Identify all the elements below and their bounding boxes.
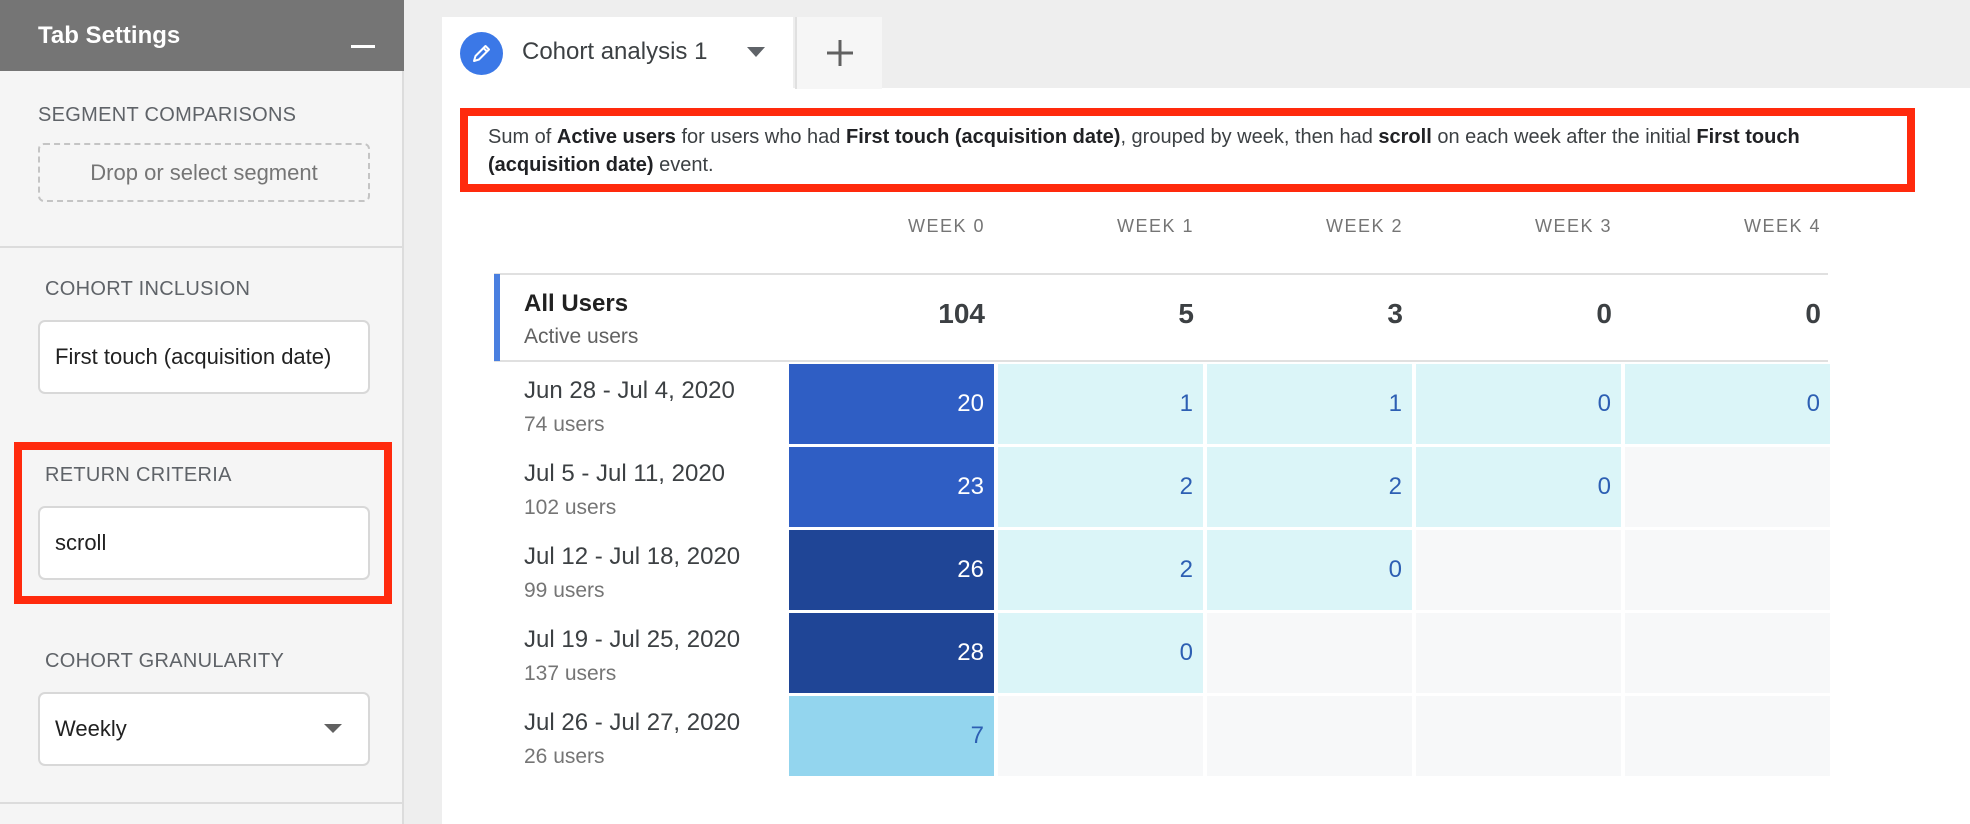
cohort-cell-empty: [1207, 696, 1412, 776]
cohort-cell[interactable]: 23: [789, 447, 994, 527]
cohort-inclusion-field[interactable]: First touch (acquisition date): [38, 320, 370, 394]
cohort-cell[interactable]: 2: [998, 530, 1203, 610]
cohort-granularity-select[interactable]: Weekly: [38, 692, 370, 766]
totals-metric: Active users: [524, 325, 639, 348]
cohort-cell[interactable]: 1: [998, 364, 1203, 444]
cohort-users: 26 users: [524, 745, 605, 768]
add-tab-button[interactable]: [795, 17, 882, 89]
cohort-users: 102 users: [524, 496, 617, 519]
tab-settings-header: Tab Settings: [0, 0, 404, 71]
cohort-cell[interactable]: 26: [789, 530, 994, 610]
cohort-cell[interactable]: 2: [998, 447, 1203, 527]
total-week-2: 3: [1387, 298, 1403, 329]
column-header-week-1: WEEK 1: [1116, 216, 1194, 236]
cohort-cell-empty: [1207, 613, 1412, 693]
cohort-granularity-label: COHORT GRANULARITY: [45, 650, 285, 672]
cohort-cell[interactable]: 0: [1207, 530, 1412, 610]
cohort-granularity-value: Weekly: [55, 716, 127, 741]
minimize-icon[interactable]: [351, 45, 375, 48]
total-week-0: 104: [938, 298, 985, 329]
cohort-label: Jul 26 - Jul 27, 2020: [524, 709, 741, 736]
cohort-label: Jul 19 - Jul 25, 2020: [524, 626, 741, 653]
return-criteria-label: RETURN CRITERIA: [45, 464, 232, 486]
cohort-cell[interactable]: 0: [1416, 364, 1621, 444]
cohort-cell-empty: [1416, 613, 1621, 693]
description-highlight: [460, 108, 1915, 192]
cohort-cell-empty: [1416, 696, 1621, 776]
cohort-cell[interactable]: 1: [1207, 364, 1412, 444]
cohort-label: Jul 5 - Jul 11, 2020: [524, 460, 726, 487]
chevron-down-icon[interactable]: [747, 47, 765, 57]
cohort-cell[interactable]: 0: [1416, 447, 1621, 527]
cohort-cell[interactable]: 0: [1625, 364, 1830, 444]
segment-comparisons-label: SEGMENT COMPARISONS: [38, 104, 297, 126]
tab-title[interactable]: Cohort analysis 1: [522, 38, 708, 65]
cohort-cell-empty: [1625, 696, 1830, 776]
cohort-label: Jun 28 - Jul 4, 2020: [524, 377, 735, 404]
sidebar-divider: [0, 802, 404, 804]
cohort-cell[interactable]: 20: [789, 364, 994, 444]
cohort-cell[interactable]: 28: [789, 613, 994, 693]
cohort-description: Sum of Active users for users who had Fi…: [488, 126, 1800, 176]
cohort-cell-empty: [1416, 530, 1621, 610]
cohort-inclusion-label: COHORT INCLUSION: [45, 278, 251, 300]
column-header-week-3: WEEK 3: [1534, 216, 1612, 236]
segment-dropzone[interactable]: Drop or select segment: [38, 143, 370, 202]
cohort-cell-empty: [1625, 613, 1830, 693]
chevron-down-icon: [324, 724, 342, 733]
tab-settings-title: Tab Settings: [38, 22, 181, 49]
cohort-label: Jul 12 - Jul 18, 2020: [524, 543, 741, 570]
cohort-cell-empty: [1625, 530, 1830, 610]
column-header-week-0: WEEK 0: [907, 216, 985, 236]
pencil-icon[interactable]: [460, 32, 503, 75]
cohort-users: 137 users: [524, 662, 617, 685]
total-week-3: 0: [1596, 298, 1612, 329]
totals-accent-bar: [494, 274, 500, 361]
sidebar-divider: [0, 246, 404, 248]
column-header-week-2: WEEK 2: [1325, 216, 1403, 236]
return-criteria-field[interactable]: scroll: [38, 506, 370, 580]
return-criteria-highlight: [14, 442, 392, 604]
tab-settings-panel: Tab Settings SEGMENT COMPARISONS Drop or…: [0, 0, 404, 824]
total-week-1: 5: [1178, 298, 1194, 329]
cohort-cell[interactable]: 0: [998, 613, 1203, 693]
cohort-cell[interactable]: 2: [1207, 447, 1412, 527]
cohort-users: 74 users: [524, 413, 605, 436]
cohort-cell[interactable]: 7: [789, 696, 994, 776]
cohort-cell-empty: [998, 696, 1203, 776]
totals-row: [494, 273, 1828, 362]
cohort-users: 99 users: [524, 579, 605, 602]
totals-label: All Users: [524, 290, 629, 317]
plus-icon: [826, 40, 853, 66]
cohort-cell-empty: [1625, 447, 1830, 527]
total-week-4: 0: [1805, 298, 1821, 329]
column-header-week-4: WEEK 4: [1743, 216, 1821, 236]
